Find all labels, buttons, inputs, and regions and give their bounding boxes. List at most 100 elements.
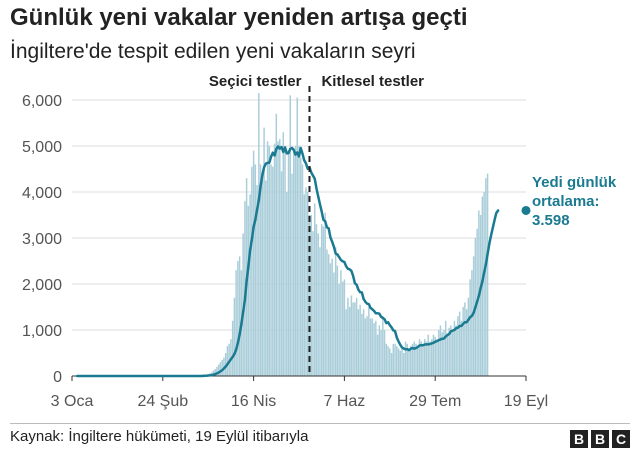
case-bar	[312, 231, 314, 376]
case-bar	[258, 93, 260, 376]
x-tick-label: 7 Haz	[324, 393, 366, 410]
case-bar	[471, 270, 473, 376]
case-bar	[331, 258, 333, 376]
case-bar	[446, 334, 449, 376]
case-bar	[233, 297, 236, 376]
case-bar	[327, 254, 330, 376]
case-bar	[333, 272, 335, 376]
case-bar	[369, 318, 372, 376]
case-bar	[286, 192, 288, 376]
case-bar	[313, 203, 316, 376]
case-bar	[338, 284, 340, 376]
average-annotation-line: 3.598	[532, 212, 570, 229]
case-bar	[430, 339, 433, 376]
case-bar	[437, 330, 440, 376]
case-bar	[277, 141, 279, 376]
case-bar	[382, 316, 384, 376]
case-bar	[376, 334, 379, 376]
case-bar	[341, 281, 344, 376]
case-bar	[291, 173, 293, 376]
case-bar	[306, 192, 309, 376]
case-bar	[280, 171, 283, 376]
case-bar	[394, 343, 396, 376]
x-tick-label: 29 Tem	[409, 393, 461, 410]
case-bar	[439, 325, 442, 376]
case-bar	[216, 366, 218, 376]
case-bar	[294, 146, 297, 376]
y-tick-label: 5,000	[22, 139, 62, 156]
case-bar	[375, 320, 377, 376]
case-bar	[387, 346, 389, 376]
case-bar	[453, 320, 456, 376]
case-bar	[352, 302, 354, 376]
y-tick-label: 6,000	[22, 93, 62, 110]
case-bar	[303, 194, 305, 376]
case-bar	[362, 309, 365, 376]
case-bar	[343, 279, 346, 376]
case-bar	[406, 343, 408, 376]
case-bar	[457, 316, 459, 376]
case-bar	[319, 247, 321, 376]
phase-label-mass: Kitlesel testler	[321, 73, 424, 90]
case-bar	[425, 341, 428, 376]
bbc-logo-letter-2: B	[591, 430, 609, 448]
case-bar	[238, 256, 241, 376]
case-bar	[247, 205, 250, 376]
daily-bars	[198, 93, 489, 377]
case-bar	[334, 247, 337, 376]
case-bar	[396, 346, 398, 376]
case-bar	[432, 334, 435, 376]
case-bar	[417, 348, 419, 376]
source-note: Kaynak: İngiltere hükümeti, 19 Eylül iti…	[10, 428, 309, 445]
case-bar	[366, 316, 368, 376]
case-bar	[434, 336, 436, 376]
case-bar	[420, 341, 422, 376]
case-bar	[217, 364, 220, 376]
case-bar	[451, 330, 454, 376]
case-bar	[308, 215, 311, 376]
case-bar	[364, 318, 367, 376]
case-bar	[462, 307, 464, 376]
case-bar	[221, 359, 223, 376]
case-bar	[263, 127, 265, 376]
case-bar	[214, 369, 216, 376]
case-bar	[212, 370, 215, 376]
case-bar	[465, 309, 468, 376]
y-tick-label: 3,000	[22, 231, 62, 248]
case-bar	[443, 330, 445, 376]
case-bar	[345, 309, 347, 376]
case-bar	[441, 332, 443, 376]
phase-label-selective: Seçici testler	[209, 73, 302, 90]
case-bar	[458, 311, 461, 376]
case-bar	[231, 320, 234, 376]
case-bar	[279, 139, 281, 376]
case-bar	[259, 164, 262, 376]
case-bar	[298, 146, 300, 376]
x-tick-label: 24 Şub	[137, 393, 188, 410]
case-bar	[355, 297, 358, 376]
case-bar	[317, 233, 319, 376]
footer-divider	[10, 423, 630, 424]
case-bar	[392, 343, 395, 376]
case-bar	[284, 148, 286, 376]
case-bar	[249, 194, 251, 376]
case-bar	[422, 343, 424, 376]
case-bar	[383, 330, 386, 376]
case-bar	[486, 173, 489, 376]
case-bar	[460, 320, 463, 376]
case-bar	[389, 348, 391, 376]
case-bar	[350, 295, 353, 376]
case-bar	[455, 325, 457, 376]
case-bar	[427, 334, 429, 376]
case-bar	[226, 346, 229, 376]
case-bar	[385, 343, 388, 376]
y-tick-label: 4,000	[22, 185, 62, 202]
case-bar	[359, 304, 361, 376]
y-tick-label: 2,000	[22, 277, 62, 294]
average-annotation-line: Yedi günlük	[532, 174, 617, 191]
case-bar	[380, 330, 382, 376]
x-tick-label: 3 Oca	[51, 393, 94, 410]
case-bar	[237, 261, 239, 376]
case-bar	[272, 166, 274, 376]
case-bar	[266, 141, 269, 376]
